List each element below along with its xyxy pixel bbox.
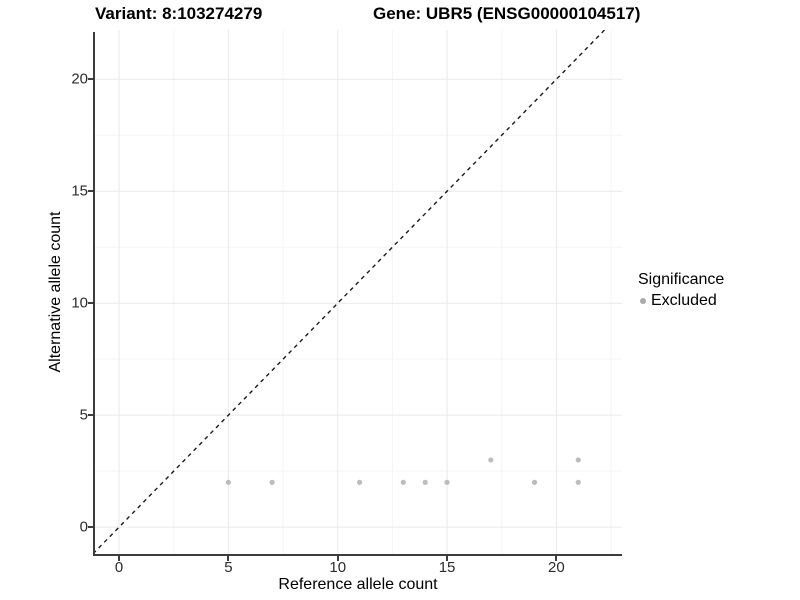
gene-title: Gene: UBR5 (ENSG00000104517) — [373, 4, 641, 23]
y-tick-label: 20 — [71, 70, 88, 88]
y-tick-label: 10 — [71, 294, 88, 312]
x-axis-tick — [555, 556, 558, 561]
x-axis-tick — [118, 556, 121, 561]
data-point — [422, 479, 428, 485]
y-tick-label: 0 — [79, 518, 88, 536]
x-tick-label: 15 — [438, 559, 456, 576]
legend-item-excluded: Excluded — [638, 292, 724, 310]
identity-dashed-line — [81, 0, 634, 566]
plot-panel — [81, 0, 634, 566]
y-axis-tick — [88, 78, 93, 81]
data-point — [531, 479, 538, 485]
x-axis-line — [93, 554, 622, 556]
y-axis-tick — [88, 414, 93, 417]
x-tick-label: 5 — [224, 559, 233, 576]
y-axis-tick — [88, 190, 93, 193]
x-tick-label: 0 — [114, 559, 124, 576]
data-point — [400, 479, 406, 485]
legend-item-label: Excluded — [651, 292, 717, 309]
x-axis-title: Reference allele count — [278, 576, 438, 593]
y-tick-label: 15 — [71, 182, 88, 200]
y-tick-label: 5 — [79, 406, 88, 424]
data-point — [356, 479, 363, 485]
x-tick-label: 20 — [548, 559, 565, 576]
plot-canvas — [81, 0, 634, 566]
data-point — [575, 457, 581, 463]
data-point — [269, 479, 275, 485]
data-point — [225, 479, 231, 485]
y-axis-tick — [88, 526, 93, 529]
x-tick-label: 10 — [329, 559, 347, 576]
legend-title: Significance — [638, 271, 725, 288]
excluded-point-icon — [640, 298, 646, 304]
x-axis-tick — [446, 556, 449, 561]
x-axis-tick — [336, 556, 339, 561]
data-point — [575, 479, 581, 485]
data-point — [488, 457, 494, 463]
legend: Significance Excluded — [638, 271, 724, 310]
variant-title: Variant: 8:103274279 — [95, 4, 263, 23]
x-axis-tick — [227, 556, 230, 561]
y-axis-title: Alternative allele count — [47, 211, 64, 373]
y-axis-line — [93, 32, 95, 556]
y-axis-tick — [88, 302, 93, 305]
data-point — [444, 479, 450, 485]
